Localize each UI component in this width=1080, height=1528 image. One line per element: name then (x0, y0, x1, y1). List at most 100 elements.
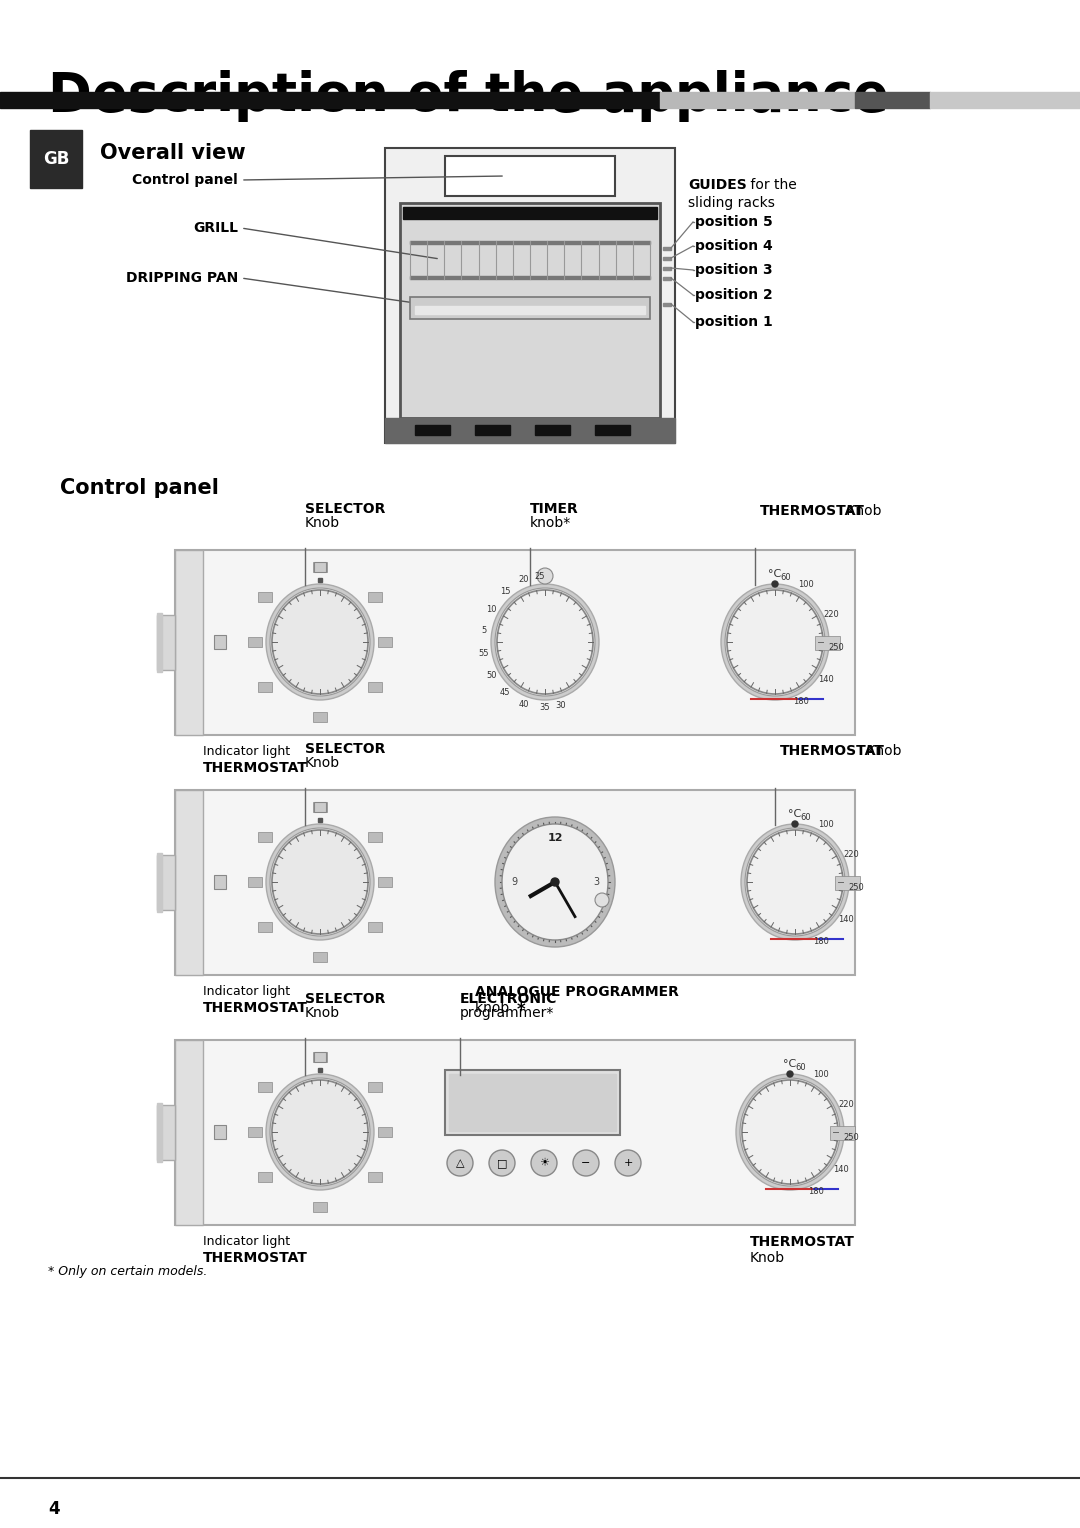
Bar (157, 1105, 175, 1160)
Bar (313, 1203, 327, 1212)
Text: knob*: knob* (530, 516, 571, 530)
Text: 140: 140 (833, 1166, 849, 1175)
Text: 60: 60 (781, 573, 791, 582)
Text: position 3: position 3 (696, 263, 772, 277)
Bar (30, 130, 82, 188)
Text: 40: 40 (518, 700, 529, 709)
Text: Description of the appliance: Description of the appliance (48, 70, 889, 122)
Text: 220: 220 (838, 1100, 854, 1109)
Bar (663, 277, 671, 280)
Ellipse shape (491, 584, 599, 700)
Text: position 5: position 5 (696, 215, 773, 229)
Ellipse shape (741, 824, 849, 940)
Ellipse shape (735, 1074, 843, 1190)
Circle shape (615, 1151, 642, 1177)
Circle shape (537, 568, 553, 584)
Text: °C: °C (788, 808, 801, 819)
Text: 3: 3 (593, 877, 599, 886)
Text: △: △ (456, 1158, 464, 1167)
Bar (258, 921, 272, 932)
Bar (475, 425, 510, 435)
Text: °C: °C (783, 1059, 797, 1070)
Bar (175, 790, 203, 975)
Circle shape (447, 1151, 473, 1177)
Bar (368, 1172, 382, 1183)
Bar (378, 637, 392, 646)
Bar (258, 591, 272, 602)
Ellipse shape (721, 584, 829, 700)
Text: SELECTOR: SELECTOR (305, 743, 386, 756)
Text: programmer*: programmer* (460, 1005, 554, 1021)
Text: 100: 100 (819, 821, 834, 830)
Bar (313, 802, 327, 811)
Text: position 4: position 4 (696, 238, 773, 254)
Ellipse shape (745, 828, 845, 937)
Bar (313, 712, 327, 723)
Ellipse shape (740, 1077, 840, 1186)
Bar (415, 425, 450, 435)
Bar (157, 853, 162, 912)
Circle shape (489, 1151, 515, 1177)
Bar (595, 425, 630, 435)
Ellipse shape (502, 824, 608, 940)
Circle shape (551, 879, 559, 886)
Text: 15: 15 (500, 587, 511, 596)
Bar (368, 591, 382, 602)
Bar (410, 277, 650, 280)
Text: 60: 60 (800, 813, 811, 822)
Text: 9: 9 (511, 877, 517, 886)
Bar (663, 257, 671, 260)
Ellipse shape (266, 1074, 374, 1190)
Text: knob: knob (475, 1001, 514, 1015)
Bar (660, 92, 855, 108)
Bar (400, 203, 660, 419)
Bar (378, 877, 392, 886)
Ellipse shape (495, 817, 615, 947)
Text: 30: 30 (556, 701, 566, 711)
Polygon shape (384, 148, 675, 443)
Bar (318, 817, 322, 822)
Text: Control panel: Control panel (60, 478, 219, 498)
Ellipse shape (747, 830, 843, 934)
Bar (314, 1051, 326, 1062)
Bar (0, 92, 660, 108)
Bar (384, 419, 675, 443)
Text: Indicator light: Indicator light (203, 1235, 291, 1248)
Text: Knob: Knob (305, 756, 340, 770)
Text: 140: 140 (818, 675, 834, 685)
Bar (403, 206, 657, 219)
Bar (248, 637, 262, 646)
Bar (157, 1103, 162, 1161)
Bar (313, 562, 327, 571)
Text: sliding racks: sliding racks (688, 196, 774, 209)
Bar (663, 248, 671, 251)
Text: GB: GB (43, 150, 69, 168)
Bar (214, 1125, 226, 1138)
Text: ☀: ☀ (539, 1158, 549, 1167)
Bar (248, 877, 262, 886)
Text: Knob: Knob (750, 1251, 785, 1265)
Text: 20: 20 (518, 576, 529, 585)
Bar (214, 636, 226, 649)
Ellipse shape (270, 588, 370, 695)
Bar (445, 1070, 620, 1135)
Text: position 1: position 1 (696, 315, 773, 329)
Text: 60: 60 (796, 1062, 806, 1071)
Bar (175, 550, 203, 735)
Text: 250: 250 (843, 1134, 860, 1143)
Bar (368, 681, 382, 692)
Circle shape (772, 581, 778, 587)
Ellipse shape (727, 590, 823, 694)
Text: 140: 140 (838, 915, 853, 924)
Text: −: − (581, 1158, 591, 1167)
Text: ANALOGUE PROGRAMMER: ANALOGUE PROGRAMMER (475, 986, 679, 999)
Bar (368, 833, 382, 842)
Bar (415, 306, 645, 313)
Bar (318, 1068, 322, 1073)
Text: °C: °C (768, 568, 782, 579)
Text: THERMOSTAT: THERMOSTAT (203, 1251, 308, 1265)
Bar (663, 303, 671, 306)
Text: *: * (517, 1001, 526, 1019)
Ellipse shape (495, 588, 595, 695)
Text: 50: 50 (486, 671, 497, 680)
